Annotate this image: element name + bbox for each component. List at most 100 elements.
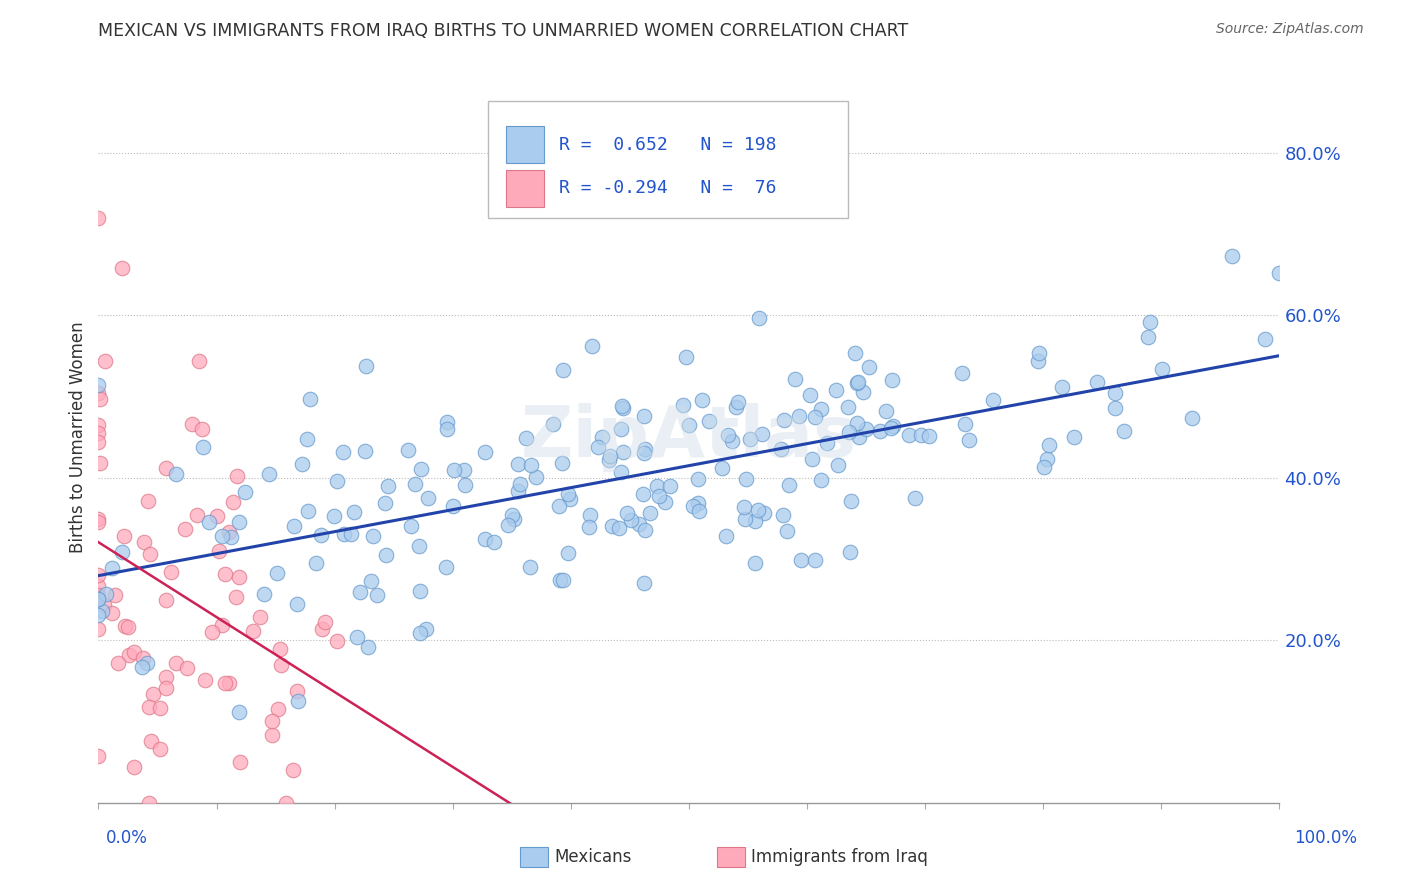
Point <box>188 354 211 368</box>
Point <box>553 363 575 377</box>
Point <box>346 630 368 644</box>
Point <box>138 699 160 714</box>
Point <box>957 433 980 447</box>
Point <box>87 591 110 605</box>
Point <box>524 470 547 484</box>
Point <box>1114 424 1136 438</box>
Point <box>443 463 465 477</box>
Point <box>226 469 249 483</box>
Point <box>87 607 110 622</box>
Point <box>305 556 328 570</box>
Point <box>174 523 197 537</box>
Point <box>904 491 927 506</box>
Point <box>131 660 153 674</box>
Text: ZipAtlas: ZipAtlas <box>522 402 856 472</box>
Point <box>142 687 165 701</box>
Point <box>214 676 236 690</box>
Point <box>551 456 574 470</box>
Point <box>869 424 891 438</box>
Point <box>508 483 530 498</box>
Point <box>180 417 202 431</box>
Point <box>295 433 318 447</box>
Point <box>776 524 799 538</box>
Point <box>727 394 749 409</box>
Point <box>634 442 657 457</box>
Point <box>633 409 655 423</box>
Point <box>633 487 655 501</box>
Point <box>519 458 541 472</box>
Point <box>557 487 579 501</box>
Point <box>242 624 264 639</box>
Point <box>880 420 903 434</box>
Point <box>747 503 769 517</box>
Point <box>87 589 110 603</box>
Point <box>399 519 422 533</box>
Point <box>131 651 153 665</box>
Point <box>609 520 631 534</box>
Point <box>1220 249 1243 263</box>
Point <box>87 592 110 607</box>
Point <box>810 473 832 487</box>
Point <box>354 359 377 373</box>
Point <box>87 749 110 764</box>
Point <box>267 701 290 715</box>
Point <box>770 442 793 456</box>
Point <box>845 416 868 430</box>
Point <box>950 366 973 380</box>
Point <box>714 529 737 543</box>
Point <box>647 479 669 493</box>
Point <box>87 378 110 392</box>
Point <box>165 656 187 670</box>
Point <box>581 339 603 353</box>
Point <box>201 624 224 639</box>
Point <box>827 458 849 472</box>
Point <box>122 644 145 658</box>
Point <box>191 422 214 436</box>
FancyBboxPatch shape <box>488 101 848 218</box>
Point <box>804 552 827 566</box>
Point <box>374 495 396 509</box>
Point <box>111 545 134 559</box>
Point <box>361 529 384 543</box>
Point <box>211 529 233 543</box>
Point <box>436 422 458 436</box>
Point <box>610 465 633 479</box>
Point <box>149 700 172 714</box>
Point <box>897 428 920 442</box>
Point <box>586 440 609 454</box>
Point <box>612 399 634 413</box>
Point <box>620 512 643 526</box>
Point <box>94 354 117 368</box>
Point <box>155 670 177 684</box>
Point <box>87 622 110 636</box>
Point <box>858 360 880 375</box>
Point <box>506 457 529 471</box>
Point <box>228 705 250 719</box>
Point <box>697 414 720 428</box>
Point <box>772 508 794 522</box>
Point <box>855 422 877 436</box>
Bar <box>506 170 544 207</box>
Text: MEXICAN VS IMMIGRANTS FROM IRAQ BIRTHS TO UNMARRIED WOMEN CORRELATION CHART: MEXICAN VS IMMIGRANTS FROM IRAQ BIRTHS T… <box>98 22 908 40</box>
Point <box>846 376 869 390</box>
Point <box>692 392 714 407</box>
Point <box>515 431 537 445</box>
Point <box>211 617 233 632</box>
Point <box>218 675 240 690</box>
Point <box>297 504 319 518</box>
Point <box>496 518 519 533</box>
Point <box>299 392 322 406</box>
Point <box>1104 385 1126 400</box>
Point <box>332 527 354 541</box>
Point <box>343 505 366 519</box>
Point <box>149 742 172 756</box>
Point <box>1137 330 1160 344</box>
Point <box>612 445 634 459</box>
Point <box>548 499 571 513</box>
Point <box>453 463 475 477</box>
Point <box>100 561 122 575</box>
Point <box>155 681 177 695</box>
Point <box>96 587 118 601</box>
Point <box>139 547 162 561</box>
Point <box>955 417 977 431</box>
